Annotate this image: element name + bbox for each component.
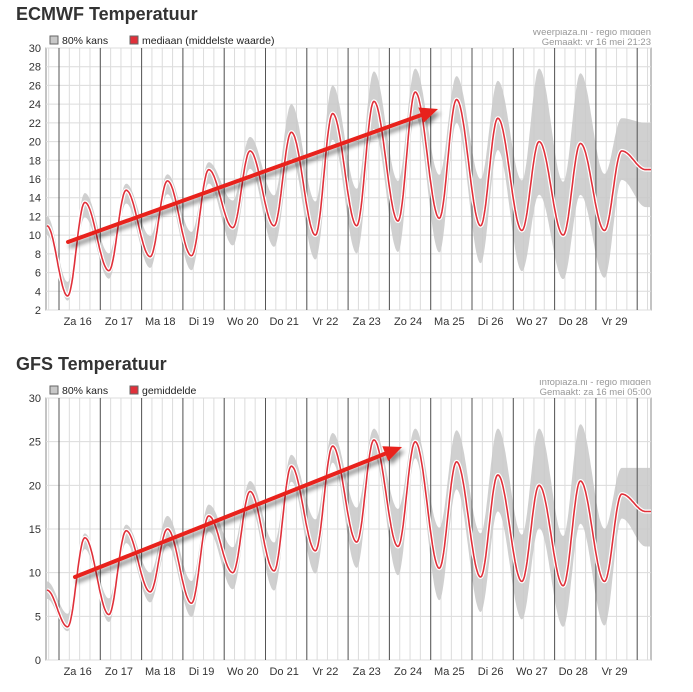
gfs-chart: 0 5 10 15 20 25 30 Za 16 Zo 17 Ma 18 Di 19 Wo 20 Do …	[29, 380, 653, 678]
ecmwf-x-tick-label: Zo 24	[394, 316, 422, 328]
ecmwf-x-tick-label: Zo 17	[105, 316, 133, 328]
ecmwf-y-tick-label: 18	[29, 155, 41, 167]
ecmwf-trend-arrow	[66, 107, 438, 244]
gfs-legend-swatch-median	[129, 385, 139, 395]
gfs-y-tick-label: 20	[29, 480, 41, 492]
gfs-source-text: Infoplaza.nl - regio midden	[539, 380, 651, 388]
ecmwf-x-tick-label: Vr 22	[313, 316, 339, 328]
ecmwf-made-text: Gemaakt: vr 16 mei 21:23	[542, 37, 651, 48]
gfs-x-tick-label: Di 26	[478, 666, 504, 678]
ecmwf-y-tick-label: 12	[29, 211, 41, 223]
gfs-x-tick-label: Ma 18	[145, 666, 176, 678]
gfs-trend-arrow	[73, 446, 402, 579]
gfs-chart-title: GFS Temperatuur	[16, 354, 167, 374]
ecmwf-y-tick-label: 16	[29, 174, 41, 186]
ecmwf-x-tick-label: Ma 18	[145, 316, 176, 328]
gfs-x-tick-label: Do 21	[269, 666, 298, 678]
ecmwf-y-tick-label: 28	[29, 62, 41, 74]
gfs-y-tick-label: 10	[29, 568, 41, 580]
ecmwf-y-tick-label: 6	[35, 268, 41, 280]
gfs-x-tick-label: Di 19	[189, 666, 215, 678]
gfs-made-text: Gemaakt: za 16 mei 05:00	[540, 387, 651, 398]
gfs-x-tick-label: Do 28	[559, 666, 588, 678]
ecmwf-y-tick-label: 4	[35, 286, 41, 298]
gfs-y-tick-label: 15	[29, 524, 41, 536]
ecmwf-x-tick-label: Vr 29	[602, 316, 628, 328]
gfs-y-tick-label: 0	[35, 655, 41, 667]
gfs-legend-label-band: 80% kans	[62, 385, 108, 397]
ecmwf-median-line	[46, 91, 651, 297]
ecmwf-y-tick-label: 8	[35, 249, 41, 261]
gfs-legend: 80% kans gemiddelde	[49, 385, 196, 397]
ecmwf-x-tick-label: Do 21	[269, 316, 298, 328]
ecmwf-y-tick-label: 2	[35, 305, 41, 317]
ecmwf-source-text: Weerplaza.nl - regio midden	[532, 30, 651, 38]
gfs-legend-swatch-band	[49, 385, 59, 395]
gfs-y-tick-label: 30	[29, 393, 41, 405]
ecmwf-x-tick-label: Wo 27	[516, 316, 548, 328]
gfs-x-tick-label: Vr 29	[602, 666, 628, 678]
ecmwf-legend-swatch-median	[129, 35, 139, 45]
gfs-x-tick-label: Za 16	[64, 666, 92, 678]
ecmwf-x-tick-label: Ma 25	[434, 316, 465, 328]
ecmwf-y-tick-label: 10	[29, 230, 41, 242]
ecmwf-legend: 80% kans mediaan (middelste waarde)	[49, 35, 274, 47]
ecmwf-y-tick-label: 14	[29, 193, 41, 205]
ecmwf-x-tick-label: Za 16	[64, 316, 92, 328]
gfs-y-tick-label: 5	[35, 611, 41, 623]
ecmwf-chart-title: ECMWF Temperatuur	[16, 4, 198, 24]
ecmwf-legend-label-median: mediaan (middelste waarde)	[142, 35, 274, 47]
ecmwf-y-tick-label: 22	[29, 118, 41, 130]
gfs-legend-label-median: gemiddelde	[142, 385, 196, 397]
ecmwf-x-tick-label: Di 19	[189, 316, 215, 328]
ecmwf-y-tick-label: 30	[29, 43, 41, 55]
ecmwf-y-tick-label: 24	[29, 99, 41, 111]
ecmwf-x-tick-label: Di 26	[478, 316, 504, 328]
ecmwf-legend-swatch-band	[49, 35, 59, 45]
gfs-x-tick-label: Za 23	[353, 666, 381, 678]
gfs-median-line	[46, 439, 651, 628]
gfs-x-tick-label: Vr 22	[313, 666, 339, 678]
ecmwf-y-tick-label: 26	[29, 80, 41, 92]
gfs-y-tick-label: 25	[29, 437, 41, 449]
ecmwf-y-tick-label: 20	[29, 137, 41, 149]
gfs-x-tick-label: Zo 24	[394, 666, 422, 678]
ecmwf-x-tick-label: Wo 20	[227, 316, 259, 328]
ecmwf-x-tick-label: Za 23	[353, 316, 381, 328]
gfs-x-tick-label: Ma 25	[434, 666, 465, 678]
ecmwf-legend-label-band: 80% kans	[62, 35, 108, 47]
gfs-x-tick-label: Wo 27	[516, 666, 548, 678]
gfs-x-tick-label: Zo 17	[105, 666, 133, 678]
ecmwf-x-tick-label: Do 28	[559, 316, 588, 328]
gfs-x-tick-label: Wo 20	[227, 666, 259, 678]
